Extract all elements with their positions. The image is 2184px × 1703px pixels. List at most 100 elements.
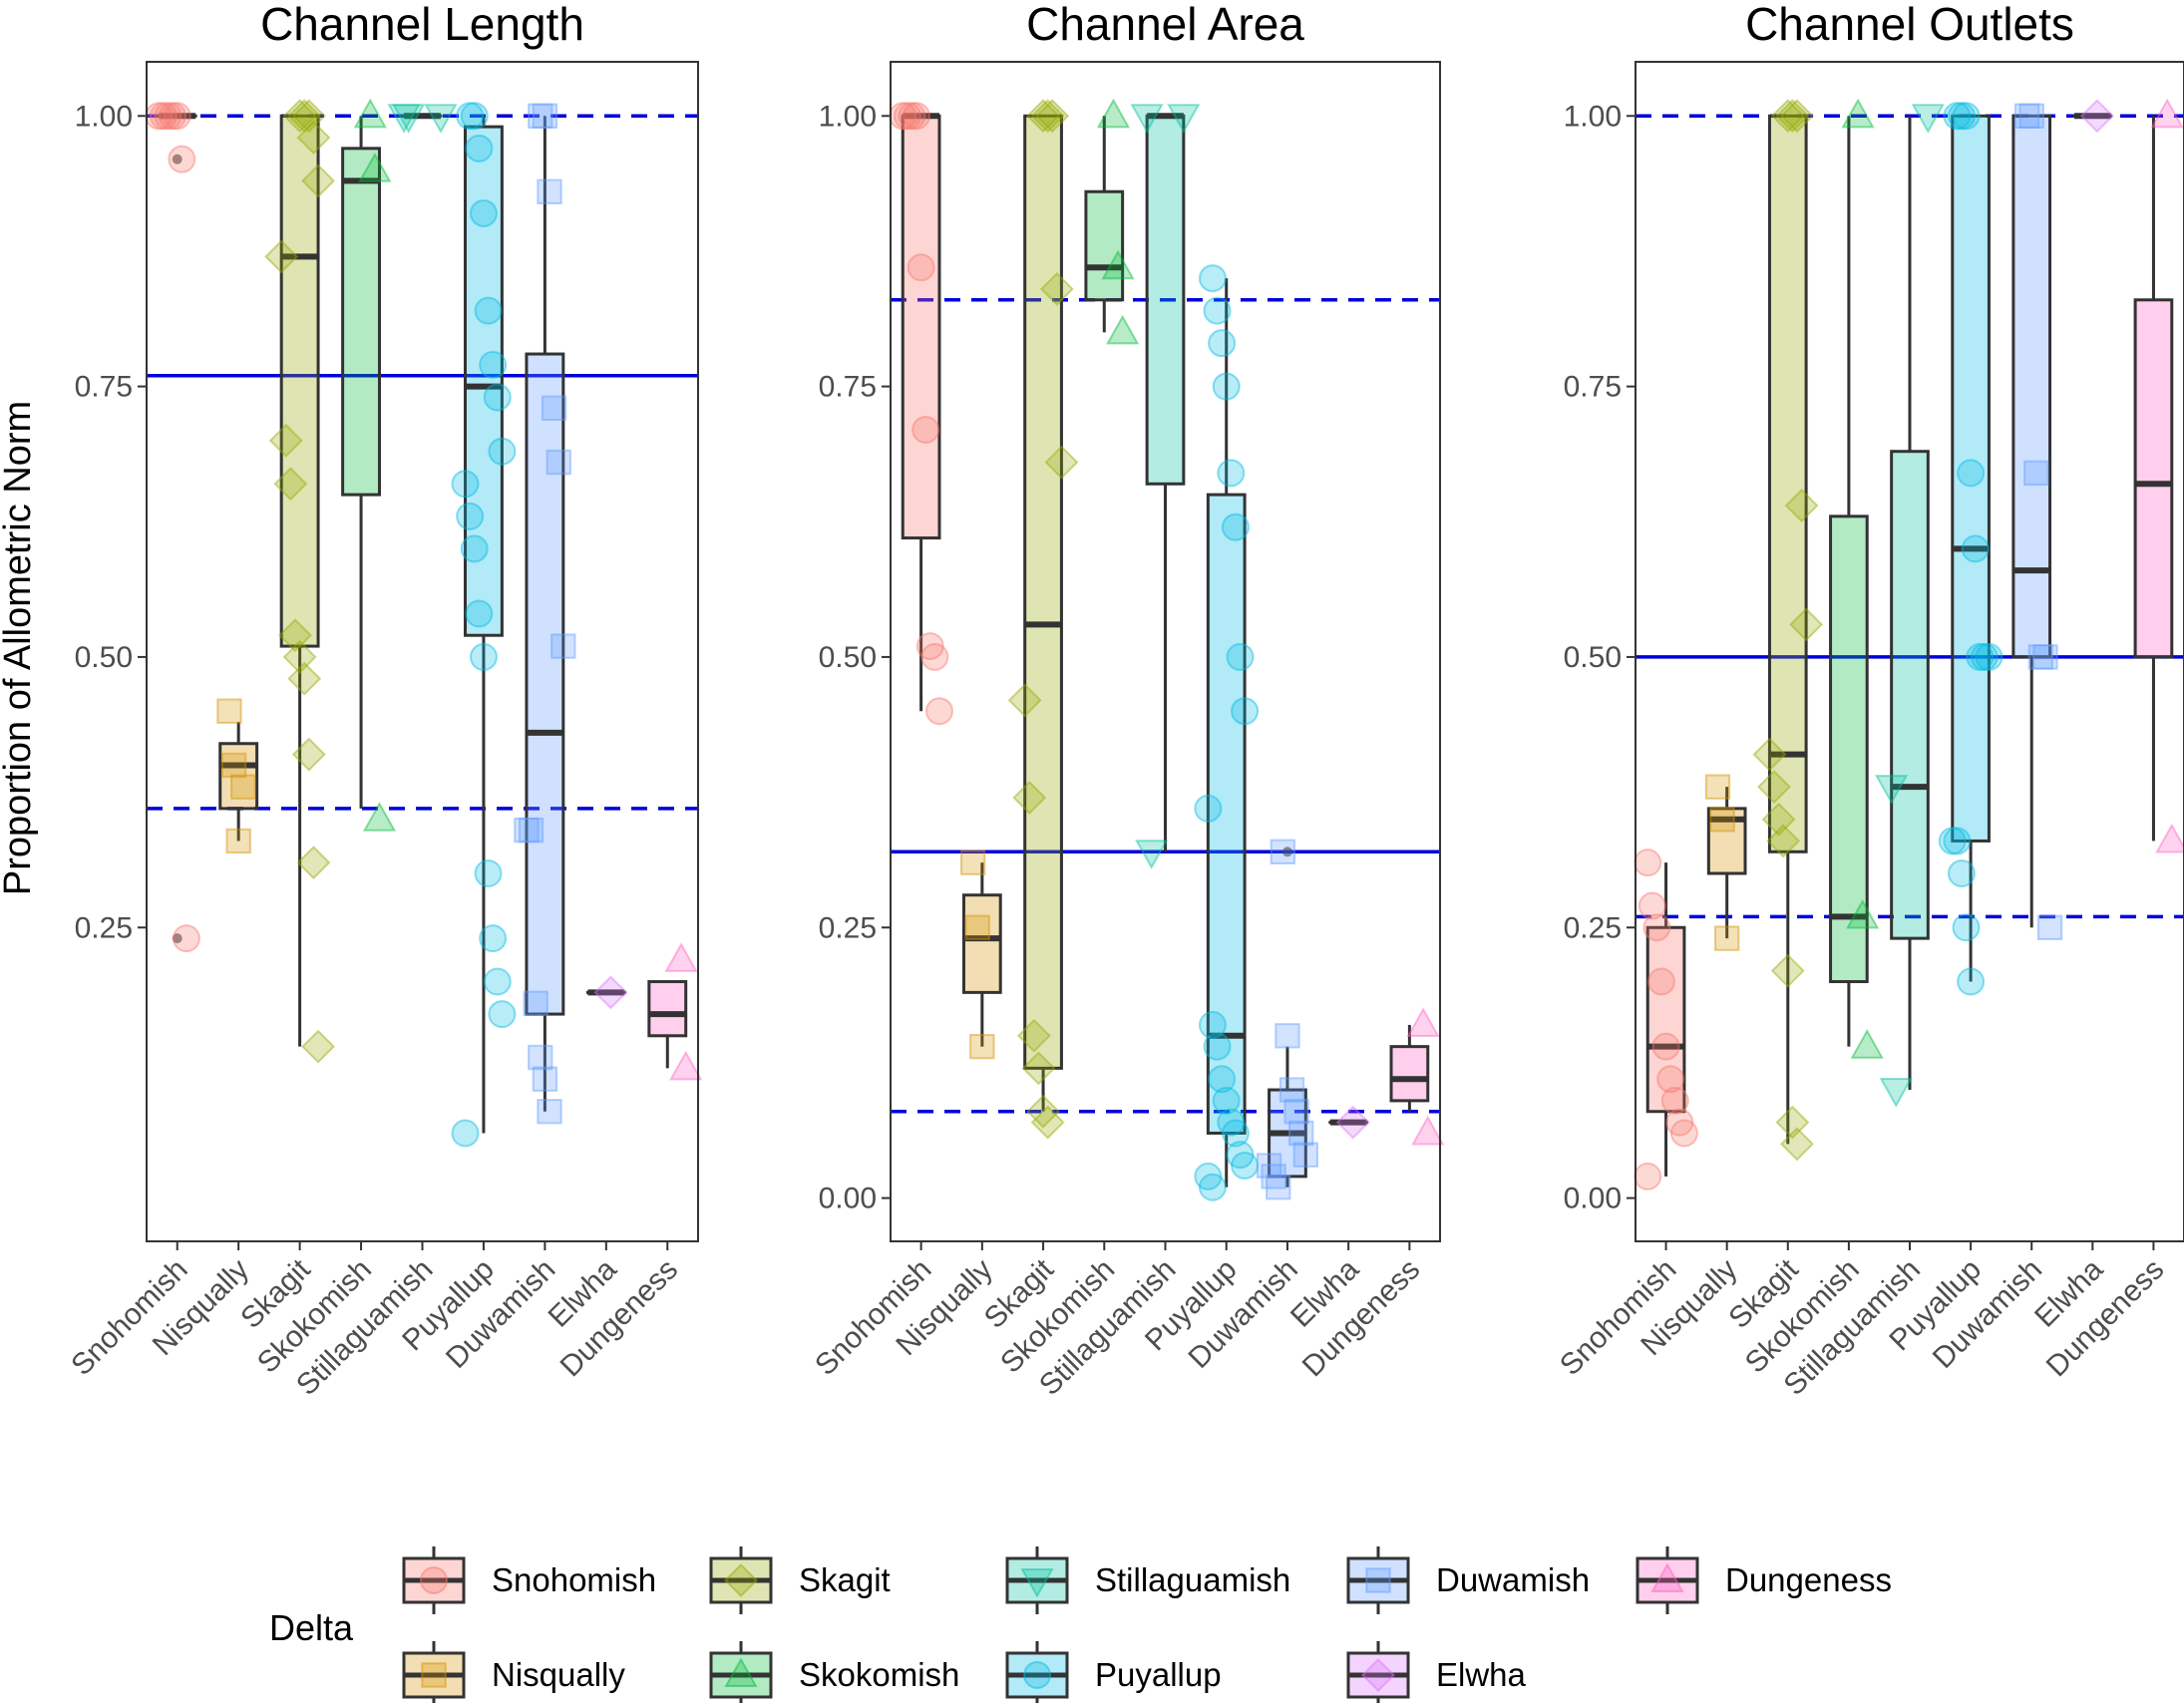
- panel-channel-area: Channel Area0.000.250.500.751.00Snohomis…: [809, 0, 1445, 1402]
- box-body: [218, 742, 259, 811]
- points-snohomish: [1634, 849, 1698, 1191]
- box-body: [1389, 1045, 1430, 1103]
- data-point: [1217, 1108, 1246, 1137]
- data-point: [518, 817, 545, 844]
- data-point: [1039, 271, 1074, 306]
- data-point: [1943, 102, 1972, 131]
- legend-label: Elwha: [1436, 1656, 1527, 1693]
- data-point: [220, 752, 247, 779]
- data-point: [1943, 827, 1972, 855]
- data-point: [1105, 314, 1140, 345]
- data-point: [451, 470, 480, 499]
- y-tick-label: 0.75: [1564, 371, 1622, 404]
- box-nisqually: [1706, 787, 1747, 939]
- data-point: [1875, 775, 1909, 805]
- legend-label: Duwamish: [1436, 1561, 1590, 1598]
- data-point: [1292, 1142, 1319, 1168]
- points-stillaguamish: [387, 104, 458, 134]
- points-dungeness: [664, 942, 703, 1081]
- box-skokomish: [1084, 116, 1125, 333]
- data-point: [2018, 103, 2044, 129]
- y-tick-label: 0.00: [819, 1183, 877, 1215]
- data-point: [1198, 1173, 1227, 1201]
- data-point: [225, 828, 251, 854]
- data-point: [456, 502, 485, 530]
- legend-item-snohomish: Snohomish: [402, 1546, 656, 1614]
- data-point: [474, 296, 503, 325]
- legend-item-skagit: Skagit: [709, 1546, 891, 1614]
- box-dungeness: [1389, 1024, 1430, 1112]
- data-point: [1226, 1141, 1255, 1170]
- data-point: [1203, 296, 1232, 325]
- legend-label: Skagit: [799, 1561, 891, 1598]
- points-elwha: [593, 975, 628, 1010]
- data-point: [2013, 103, 2040, 129]
- data-point: [1217, 459, 1246, 488]
- points-dungeness: [1406, 1007, 1445, 1146]
- points-nisqually: [216, 698, 256, 854]
- data-point: [1757, 770, 1792, 805]
- box-body: [1951, 114, 1991, 843]
- data-point: [541, 395, 567, 422]
- data-point: [2023, 460, 2049, 487]
- data-point: [1406, 1007, 1440, 1037]
- data-point: [1952, 913, 1981, 942]
- box-snohomish: [1645, 862, 1686, 1177]
- box-body: [279, 114, 320, 648]
- points-skokomish: [353, 98, 397, 832]
- box-skagit: [1767, 114, 1808, 1145]
- data-point: [546, 449, 571, 476]
- data-point: [1208, 329, 1237, 358]
- box-skokomish: [1829, 116, 1869, 1047]
- data-point: [964, 914, 990, 940]
- data-point: [1208, 1065, 1237, 1094]
- box-body: [2133, 298, 2174, 659]
- data-point: [1203, 1032, 1232, 1061]
- data-point: [1231, 697, 1260, 726]
- points-puyallup: [1194, 264, 1260, 1201]
- data-point: [2079, 99, 2114, 134]
- data-point: [1261, 1164, 1286, 1190]
- data-point: [282, 99, 317, 134]
- data-point: [1634, 1162, 1662, 1191]
- data-point: [1634, 849, 1662, 877]
- data-point: [282, 639, 317, 674]
- data-point: [1212, 1086, 1241, 1115]
- points-puyallup: [451, 102, 517, 1148]
- box-stillaguamish: [1145, 113, 1186, 852]
- data-point: [532, 103, 558, 129]
- data-point: [1709, 807, 1735, 833]
- data-point: [1775, 99, 1810, 134]
- data-point: [1779, 99, 1814, 134]
- box-body: [341, 147, 381, 497]
- box-puyallup: [1951, 114, 1991, 982]
- data-point: [277, 618, 313, 653]
- data-point: [287, 99, 322, 134]
- legend-label: Skokomish: [799, 1656, 959, 1693]
- data-point: [296, 120, 331, 155]
- points-nisqually: [959, 850, 995, 1060]
- outlier-point: [172, 933, 182, 944]
- data-point: [528, 103, 553, 129]
- y-tick-label: 0.00: [1564, 1183, 1622, 1215]
- legend-key-symbol: [1650, 1562, 1684, 1593]
- data-point: [287, 661, 322, 696]
- points-elwha: [2079, 99, 2114, 134]
- box-puyallup: [464, 116, 504, 1134]
- data-point: [1194, 794, 1223, 823]
- data-point: [1770, 99, 1805, 134]
- data-point: [1007, 683, 1042, 718]
- legend-title: Delta: [269, 1607, 354, 1648]
- data-point: [528, 1044, 553, 1071]
- outlier-point: [1281, 847, 1292, 857]
- box-skagit: [279, 114, 320, 1047]
- data-point: [1283, 1099, 1309, 1125]
- box-snohomish: [157, 113, 197, 944]
- data-point: [550, 633, 576, 659]
- outlier-point: [172, 154, 182, 165]
- y-tick-label: 0.25: [819, 911, 877, 944]
- legend-item-elwha: Elwha: [1346, 1641, 1527, 1703]
- data-point: [1016, 1018, 1051, 1053]
- data-point: [456, 102, 485, 131]
- panel-title: Channel Area: [1026, 0, 1304, 50]
